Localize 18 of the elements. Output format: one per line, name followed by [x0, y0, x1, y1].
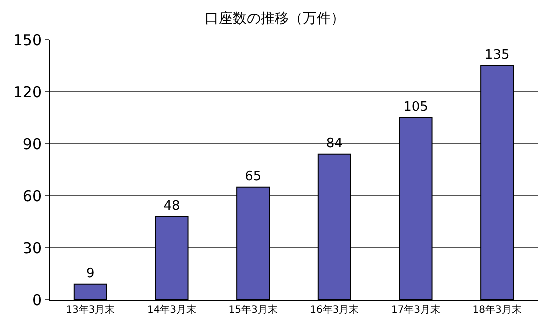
data-label: 48 — [164, 198, 180, 214]
chart-title: 口座数の推移（万件） — [205, 11, 345, 27]
y-tick-label: 150 — [13, 31, 42, 50]
y-tick-label: 60 — [22, 187, 42, 206]
data-label: 135 — [484, 48, 510, 63]
x-tick-label: 18年3月末 — [472, 304, 522, 316]
y-tick-label: 120 — [13, 83, 42, 102]
x-tick-label: 14年3月末 — [147, 304, 197, 316]
y-tick-label: 0 — [32, 291, 42, 310]
x-tick-label: 17年3月末 — [391, 304, 441, 316]
data-label: 65 — [245, 169, 262, 184]
x-tick-label: 15年3月末 — [228, 304, 278, 316]
x-tick-label: 16年3月末 — [310, 304, 360, 316]
data-label: 105 — [404, 100, 428, 115]
data-label: 9 — [86, 266, 95, 282]
y-tick-label: 30 — [22, 239, 42, 258]
y-tick-label: 90 — [22, 135, 42, 154]
x-tick-label: 13年3月末 — [66, 304, 116, 316]
